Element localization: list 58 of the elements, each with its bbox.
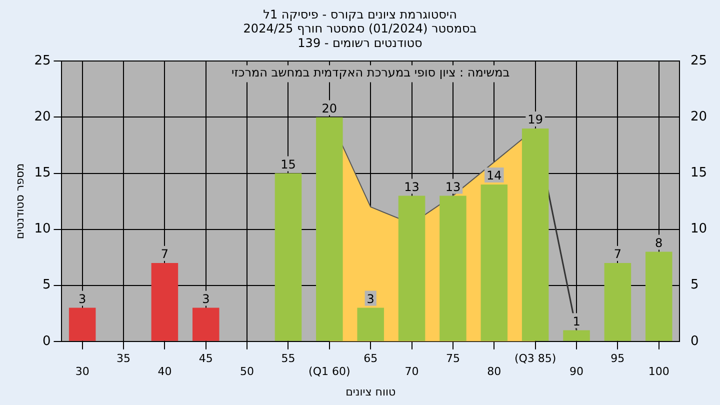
y2-tick-label: 25 (690, 54, 708, 69)
bar (274, 173, 302, 341)
data-label: 8 (655, 236, 663, 250)
data-label: 7 (160, 247, 169, 262)
bar (563, 330, 590, 341)
y2-tick-label: 10 (690, 222, 708, 237)
x-tick-label: 35 (116, 352, 131, 365)
bar (604, 262, 632, 341)
y2-tick-label: 15 (690, 166, 708, 181)
x-tick-label: (Q3 85) (514, 352, 556, 365)
chart-title: היסטוגרמת ציונים בקורס - פיסיקה 1ל (263, 7, 457, 22)
bar (316, 117, 343, 341)
y-tick-label: 20 (34, 110, 51, 125)
x-tick-label: (Q1 60) (308, 365, 350, 378)
bar (68, 308, 96, 341)
data-label: 13 (404, 180, 420, 194)
x-tick-label: 50 (240, 365, 254, 378)
bar (192, 308, 220, 341)
data-label: 1 (572, 314, 580, 328)
bar (151, 262, 178, 341)
x-tick-label: 90 (570, 365, 584, 378)
y-tick-label: 0 (42, 334, 51, 349)
x-tick-label: 30 (75, 365, 90, 378)
bar (645, 252, 672, 341)
x-tick-label: 100 (648, 365, 670, 378)
bar (398, 196, 426, 341)
y-tick-label: 15 (34, 166, 51, 181)
x-tick-label: 95 (610, 352, 625, 365)
x-tick-label: 70 (404, 365, 419, 378)
x-tick-label: 75 (446, 352, 460, 365)
data-label: 20 (322, 101, 338, 116)
data-label: 13 (445, 180, 461, 194)
x-tick-label: 65 (364, 352, 378, 365)
y2-tick-label: 0 (690, 334, 699, 349)
y2-tick-label: 20 (690, 110, 708, 125)
x-tick-label: 45 (198, 352, 213, 365)
data-label: 19 (528, 112, 543, 127)
y2-tick-label: 5 (690, 278, 699, 293)
data-label: 3 (366, 292, 374, 306)
chart-subtitle: בסמסטר (01/2024) סמסטר חורף 2024/25 סטודנטים רשומים - 139 (243, 22, 477, 50)
y-axis-title: מספר סטודנטים (13, 163, 26, 240)
y-tick-label: 10 (34, 222, 51, 237)
annotation: במשימה : ציון סופי במערכת האקדמית במחשב המרכזי (232, 65, 510, 80)
bar (480, 184, 508, 341)
x-tick-label: 55 (281, 352, 296, 365)
y-tick-label: 5 (42, 278, 51, 293)
x-tick-label: 80 (487, 365, 502, 378)
bar (440, 196, 466, 341)
data-label: 7 (614, 247, 622, 262)
data-label: 3 (202, 292, 210, 306)
x-tick-label: 40 (158, 365, 172, 378)
y-tick-label: 25 (34, 54, 51, 69)
data-label: 3 (78, 292, 86, 306)
bar (522, 128, 549, 341)
x-axis-title: טווח ציונים (346, 385, 396, 398)
data-label: 15 (280, 157, 296, 172)
data-label: 14 (486, 168, 502, 183)
bar (357, 308, 384, 341)
